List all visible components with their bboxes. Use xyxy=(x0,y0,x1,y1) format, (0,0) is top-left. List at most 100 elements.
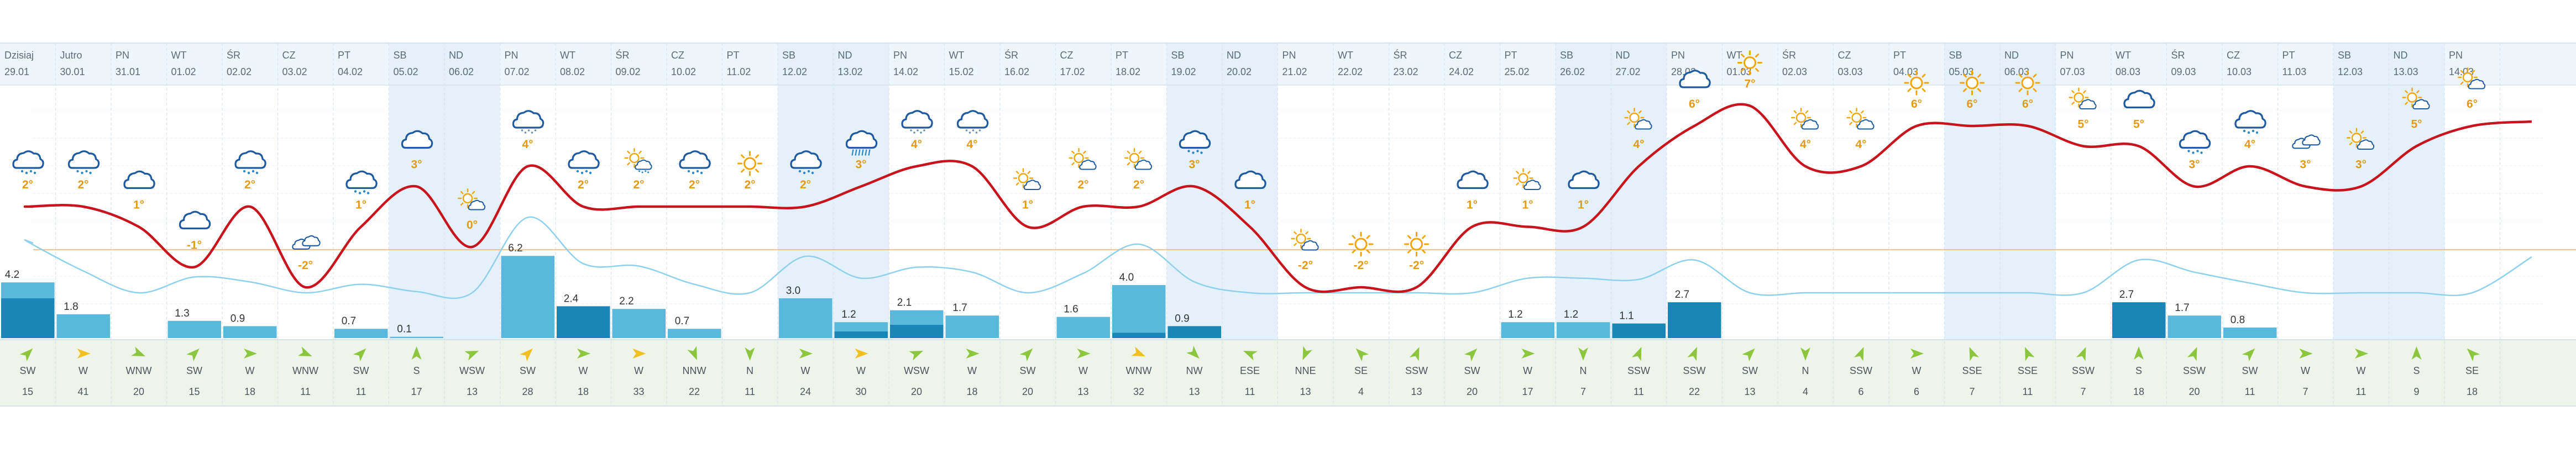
wind-speed-label: 18 xyxy=(966,386,977,397)
day-name-label: SB xyxy=(782,50,795,61)
day-name-label: Jutro xyxy=(60,50,82,61)
precipitation-bar xyxy=(501,256,554,338)
wind-speed-label: 7 xyxy=(2080,386,2086,397)
wind-direction-arrow-icon xyxy=(2134,346,2144,360)
cloud-icon xyxy=(2123,89,2155,109)
precipitation-value-label: 1.6 xyxy=(1064,304,1078,315)
wind-speed-label: 7 xyxy=(1969,386,1975,397)
temperature-value-label: 2° xyxy=(578,178,589,191)
grid-layer xyxy=(0,43,2576,407)
date-label: 07.02 xyxy=(505,66,530,77)
wind-direction-label: W xyxy=(245,365,255,376)
wind-direction-label: SW xyxy=(20,365,36,376)
day-name-label: PT xyxy=(2282,50,2295,61)
wind-speed-label: 11 xyxy=(745,386,755,397)
wind-speed-label: 6 xyxy=(1858,386,1863,397)
wind-direction-label: NNW xyxy=(683,365,706,376)
temperature-value-label: 4° xyxy=(1633,138,1644,151)
date-label: 21.02 xyxy=(1282,66,1307,77)
wind-speed-label: 13 xyxy=(1077,386,1088,397)
wind-direction-arrow-icon xyxy=(1631,346,1642,361)
date-label: 19.02 xyxy=(1171,66,1196,77)
wind-speed-label: 18 xyxy=(2133,386,2144,397)
day-name-label: PN xyxy=(1671,50,1685,61)
wind-direction-arrow-icon xyxy=(909,351,924,361)
wind-direction-label: WSW xyxy=(904,365,929,376)
wind-direction-label: NNE xyxy=(1295,365,1316,376)
day-name-label: PT xyxy=(727,50,740,61)
precipitation-value-label: 6.2 xyxy=(508,243,522,254)
wind-direction-arrow-icon xyxy=(297,346,312,356)
day-name-label: PN xyxy=(505,50,519,61)
wind-speed-label: 13 xyxy=(1411,386,1422,397)
day-name-label: PN xyxy=(1282,50,1296,61)
wind-direction-label: SW xyxy=(186,365,202,376)
date-label: 05.03 xyxy=(1949,66,1974,77)
date-label: 08.03 xyxy=(2116,66,2140,77)
precipitation-bar xyxy=(167,320,221,338)
temperature-value-label: 6° xyxy=(2022,98,2033,110)
precipitation-bar-intense xyxy=(1668,302,1721,338)
precipitation-bars xyxy=(1,256,2277,338)
wind-speed-label: 7 xyxy=(1580,386,1586,397)
precipitation-bar xyxy=(56,314,110,338)
date-label: 31.01 xyxy=(116,66,140,77)
wind-speed-label: 11 xyxy=(2023,386,2033,397)
precipitation-bar xyxy=(2167,315,2221,338)
wind-direction-arrow-icon xyxy=(577,349,590,359)
sun-icon xyxy=(1960,70,1985,96)
temperature-value-label: 2° xyxy=(744,178,755,191)
day-name-label: WT xyxy=(949,50,965,61)
wind-direction-label: SE xyxy=(2465,365,2479,376)
date-label: 10.02 xyxy=(671,66,696,77)
wind-direction-arrow-icon xyxy=(520,348,533,362)
temperature-value-label: 3° xyxy=(2300,159,2311,171)
wind-direction-label: W xyxy=(634,365,643,376)
date-label: 23.02 xyxy=(1394,66,1418,77)
date-label: 26.02 xyxy=(1560,66,1585,77)
day-name-label: CZ xyxy=(1060,50,1074,61)
day-name-label: ND xyxy=(838,50,852,61)
wind-direction-label: SE xyxy=(1354,365,1368,376)
precipitation-value-label: 0.1 xyxy=(397,324,411,335)
wind-speed-label: 17 xyxy=(1522,386,1533,397)
wind-direction-arrow-icon xyxy=(353,348,366,362)
wind-direction-label: W xyxy=(2357,365,2366,376)
temperature-value-label: 7° xyxy=(1744,78,1755,91)
rain-cloud-icon xyxy=(345,170,378,194)
date-label: 04.02 xyxy=(338,66,363,77)
background-layer xyxy=(0,43,2576,406)
date-label: 16.02 xyxy=(1004,66,1029,77)
wind-direction-arrow-icon xyxy=(1742,348,1755,362)
temperature-value-label: 2° xyxy=(633,178,644,191)
wind-direction-arrow-icon xyxy=(1854,346,1864,361)
temperature-value-label: 1° xyxy=(1467,199,1478,212)
wind-speed-label: 11 xyxy=(1245,386,1255,397)
temperature-value-label: 4° xyxy=(1855,138,1866,151)
day-name-label: ND xyxy=(1616,50,1630,61)
precipitation-bar-intense xyxy=(1112,333,1166,338)
rain-cloud-icon xyxy=(679,150,711,175)
date-label: 11.03 xyxy=(2282,66,2307,77)
wind-direction-arrow-icon xyxy=(799,349,813,359)
temperature-value-label: 2° xyxy=(77,178,88,191)
value-labels: 4.2 1.8 1.3 0.9 0.7 0.1 6.2 2.4 2.2 0.7 3.0 1.2 2.1 1… xyxy=(5,78,2478,335)
wind-speed-label: 15 xyxy=(189,386,200,397)
sun-icon xyxy=(1904,70,1929,96)
wind-direction-arrow-icon xyxy=(1687,346,1697,361)
wind-direction-label: WSW xyxy=(459,365,485,376)
sun-cloud-icon xyxy=(1846,107,1875,130)
day-name-label: WT xyxy=(560,50,575,61)
day-name-label: ŚR xyxy=(2171,49,2185,61)
wind-direction-arrow-icon xyxy=(1800,347,1810,361)
wind-speed-label: 20 xyxy=(911,386,922,397)
wind-direction-label: W xyxy=(801,365,810,376)
day-name-label: PN xyxy=(2449,50,2463,61)
sun-icon xyxy=(737,151,762,176)
precipitation-value-label: 3.0 xyxy=(786,285,800,297)
day-name-label: CZ xyxy=(1449,50,1462,61)
cloud-icon xyxy=(1457,170,1489,189)
wind-direction-arrow-icon xyxy=(1077,349,1091,359)
wind-speed-label: 30 xyxy=(855,386,866,397)
precipitation-bar xyxy=(2223,327,2277,338)
